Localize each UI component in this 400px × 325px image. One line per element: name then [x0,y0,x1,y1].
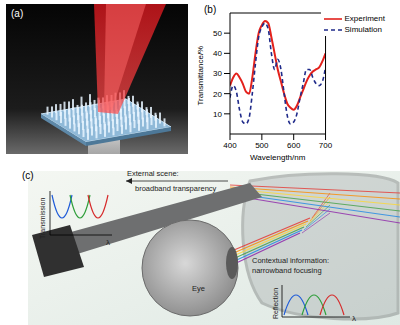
html-text:Experiment: Experiment [344,14,385,23]
svg-text:Wavelength/nm: Wavelength/nm [250,153,306,162]
svg-text:400: 400 [223,141,237,150]
svg-text:10: 10 [213,110,222,119]
svg-text:600: 600 [287,141,301,150]
svg-text:20: 20 [213,90,222,99]
svg-text:50: 50 [213,29,222,38]
html-text:Simulation: Simulation [344,25,382,34]
svg-text:Reflection: Reflection [272,288,279,319]
svg-text:broadband transparency: broadband transparency [135,184,217,193]
svg-text:Contextual information:: Contextual information: [252,256,329,265]
svg-text:30: 30 [213,69,222,78]
svg-text:500: 500 [255,141,269,150]
html-text:(b): (b) [204,4,217,15]
svg-text:Transmission: Transmission [39,198,46,239]
svg-text:(c): (c) [22,170,34,181]
svg-text:40: 40 [213,49,222,58]
svg-text:Transmittance/%: Transmittance/% [196,46,205,106]
svg-text:Eye: Eye [192,284,205,293]
svg-text:(a): (a) [11,8,23,19]
svg-text:λ: λ [352,314,356,323]
svg-text:700: 700 [319,141,333,150]
svg-text:External scene:: External scene: [127,169,179,178]
svg-text:narrowband focusing: narrowband focusing [252,266,322,275]
svg-text:λ: λ [106,238,110,247]
